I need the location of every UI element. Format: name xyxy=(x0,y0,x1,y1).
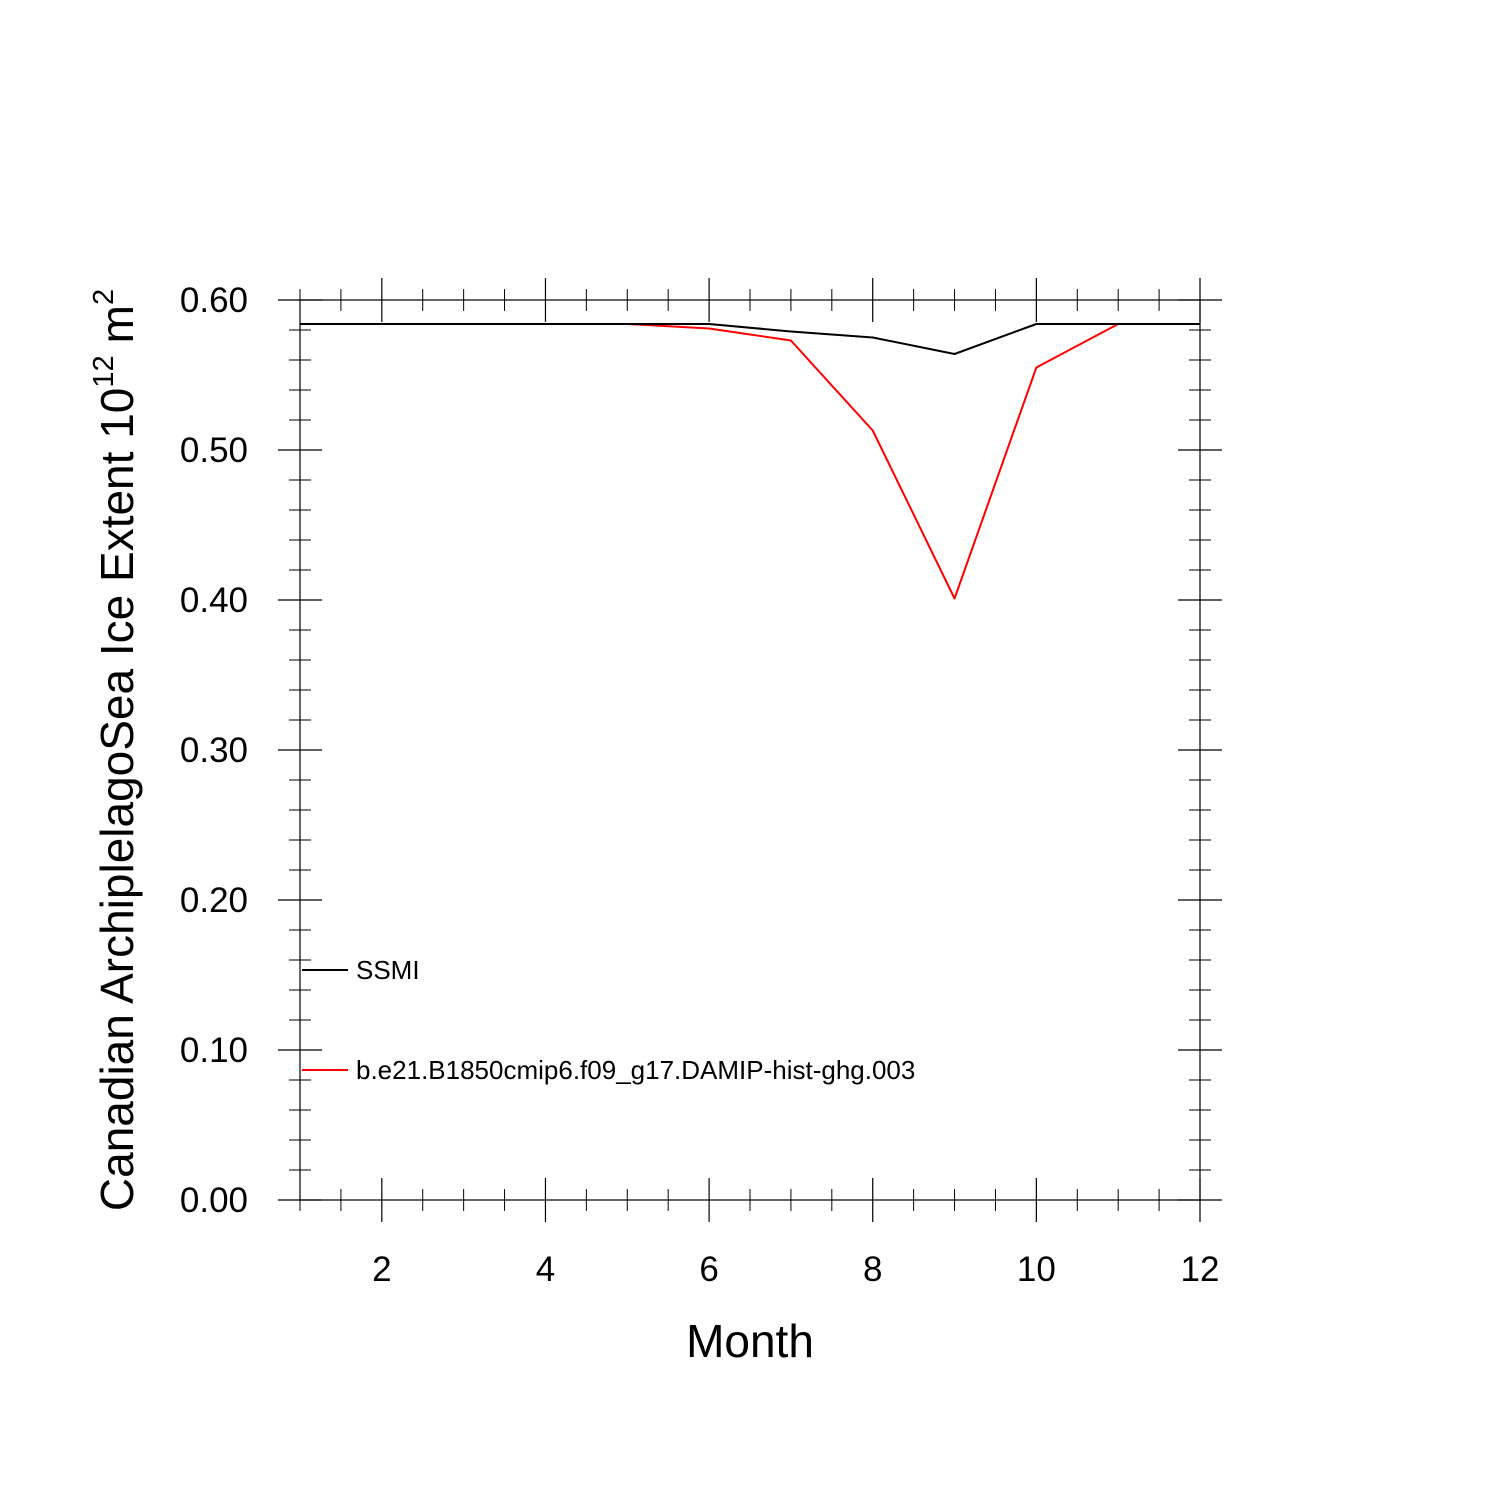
x-tick-label: 6 xyxy=(699,1250,718,1289)
y-tick-label: 0.10 xyxy=(180,1031,248,1070)
series-line-ssmi xyxy=(300,323,1200,355)
major-ticks xyxy=(278,278,1222,1222)
y-tick-label: 0.30 xyxy=(180,731,248,770)
legend-label-ssmi: SSMI xyxy=(356,955,420,985)
x-tick-label: 2 xyxy=(372,1250,391,1289)
x-tick-label: 10 xyxy=(1017,1250,1056,1289)
minor-ticks xyxy=(289,289,1211,1211)
y-tick-label: 0.00 xyxy=(180,1181,248,1220)
y-axis-title-unit-exponent: 2 xyxy=(88,289,120,305)
y-tick-label: 0.50 xyxy=(180,431,248,470)
x-tick-label: 4 xyxy=(536,1250,555,1289)
y-axis-title: Canadian ArchiplelagoSea Ice Extent 1012… xyxy=(88,289,143,1211)
series-lines xyxy=(300,323,1200,600)
y-tick-label: 0.20 xyxy=(180,881,248,920)
series-line-damip-hist-ghg xyxy=(300,323,1200,600)
y-axis-title-unit: m xyxy=(91,305,143,343)
y-tick-label: 0.40 xyxy=(180,581,248,620)
x-axis-title: Month xyxy=(686,1315,814,1367)
x-tick-labels: 2 4 6 8 10 12 xyxy=(372,1250,1219,1289)
y-tick-labels: 0.00 0.10 0.20 0.30 0.40 0.50 0.60 xyxy=(180,281,248,1220)
x-tick-label: 8 xyxy=(863,1250,882,1289)
y-axis-title-exponent: 12 xyxy=(88,355,120,387)
svg-text:Canadian ArchiplelagoSea Ice E: Canadian ArchiplelagoSea Ice Extent 1012… xyxy=(88,289,143,1211)
legend: SSMI b.e21.B1850cmip6.f09_g17.DAMIP-hist… xyxy=(302,955,915,1085)
legend-label-damip: b.e21.B1850cmip6.f09_g17.DAMIP-hist-ghg.… xyxy=(356,1055,915,1085)
x-tick-label: 12 xyxy=(1181,1250,1220,1289)
y-tick-label: 0.60 xyxy=(180,281,248,320)
y-axis-title-text: Canadian ArchiplelagoSea Ice Extent 10 xyxy=(91,388,143,1211)
